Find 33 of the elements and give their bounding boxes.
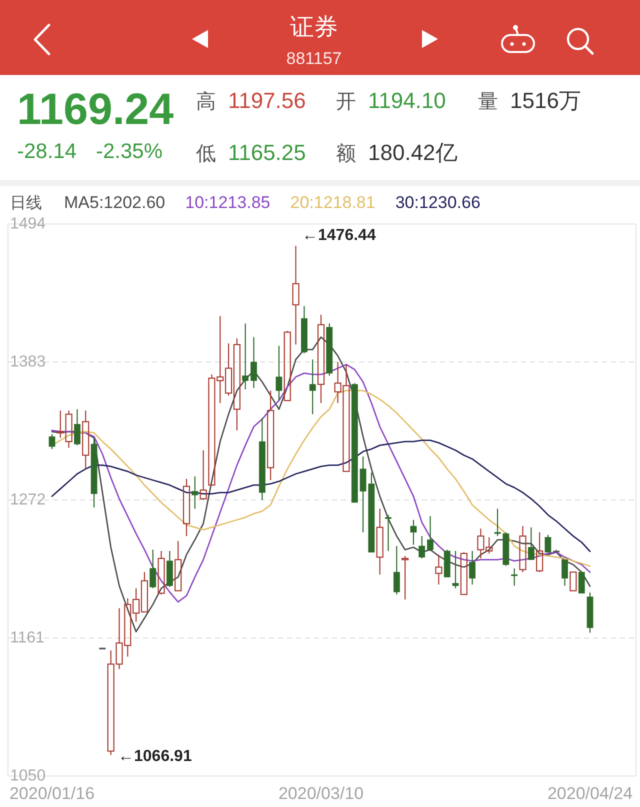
y-tick-label: 1161 [10, 630, 45, 646]
text: -2.35% [96, 140, 163, 163]
chart-subtitle: 881157 [286, 49, 342, 68]
y-tick-label: 1050 [10, 768, 46, 784]
text: 额 [336, 143, 356, 165]
text: 1516万 [510, 88, 581, 113]
text: MA5:1202.60 [64, 193, 166, 212]
y-tick-label: 1494 [10, 216, 46, 232]
text: 1194.10 [368, 88, 446, 113]
text: 量 [478, 91, 498, 113]
text: 180.42亿 [368, 140, 458, 165]
text: 30:1230.66 [395, 193, 480, 212]
text: 开 [336, 91, 356, 113]
text: 20:1218.81 [290, 193, 376, 212]
line-series [51, 364, 591, 603]
x-tick-label: 2020/04/24 [547, 784, 633, 803]
annotation: ←1476.44 [302, 227, 376, 244]
text: 10:1213.85 [185, 193, 270, 212]
x-tick-label: 2020/03/10 [278, 784, 364, 803]
text: 高 [196, 90, 216, 113]
text: -28.14 [17, 140, 77, 163]
line-series [51, 336, 591, 632]
text: 低 [196, 143, 216, 165]
text: 1197.56 [228, 88, 306, 113]
legend-title: 日线 [10, 194, 42, 212]
text: 1169.24 [17, 85, 174, 134]
annotation: ←1066.91 [118, 748, 192, 765]
y-tick-label: 1383 [10, 354, 46, 370]
chart-title: 证券 [290, 14, 338, 41]
line-series [51, 440, 591, 552]
text: 1165.25 [228, 140, 306, 165]
x-tick-label: 2020/01/16 [9, 784, 95, 803]
y-tick-label: 1272 [10, 492, 46, 508]
